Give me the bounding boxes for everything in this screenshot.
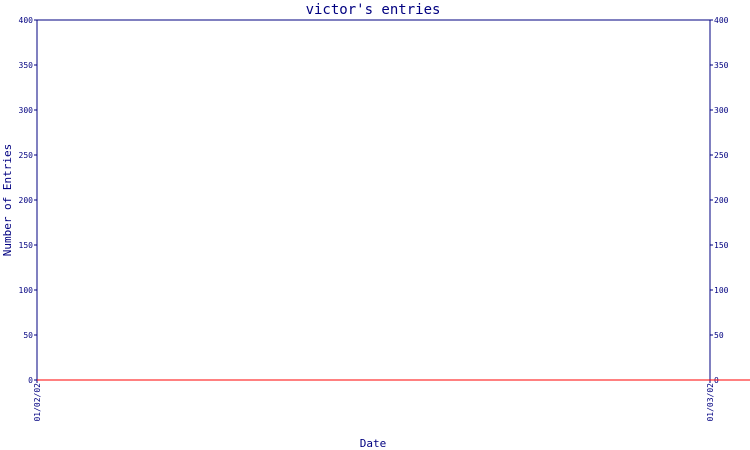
y-tick-label-left: 200 [19, 196, 34, 205]
y-tick-label-right: 50 [714, 331, 724, 340]
y-tick-label-right: 200 [714, 196, 729, 205]
y-tick-label-left: 250 [19, 151, 34, 160]
chart-title: victor's entries [306, 2, 441, 18]
y-axis-label: Number of Entries [1, 144, 14, 257]
series-line [37, 379, 750, 381]
plot-area-frame [36, 19, 711, 381]
y-tick-label-right: 150 [714, 241, 729, 250]
y-tick-label-right: 300 [714, 106, 729, 115]
x-tick-label: 01/03/02 [706, 383, 715, 422]
y-tick-label-left: 350 [19, 61, 34, 70]
x-axis-label: Date [360, 437, 387, 450]
x-axis: 01/02/02 01/03/02 [33, 380, 715, 422]
series-layer [37, 379, 750, 381]
y-tick-label-left: 50 [23, 331, 33, 340]
y-tick-label-right: 100 [714, 286, 729, 295]
y-tick-label-right: 400 [714, 16, 729, 25]
y-tick-label-right: 350 [714, 61, 729, 70]
y-tick-label-left: 300 [19, 106, 34, 115]
y-tick-label-left: 0 [28, 376, 33, 385]
x-tick-label: 01/02/02 [33, 383, 42, 422]
y-tick-label-left: 400 [19, 16, 34, 25]
y-axis-left: 0 50 100 150 200 250 300 350 400 [19, 16, 37, 385]
y-tick-label-left: 150 [19, 241, 34, 250]
y-tick-label-right: 250 [714, 151, 729, 160]
y-tick-label-left: 100 [19, 286, 34, 295]
